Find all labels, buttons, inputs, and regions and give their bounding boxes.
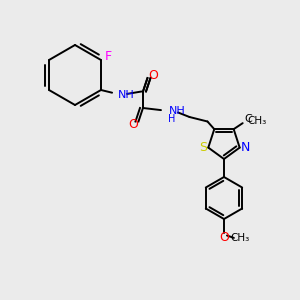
Text: N: N bbox=[240, 141, 250, 154]
Text: S: S bbox=[199, 141, 207, 154]
Text: CH₃: CH₃ bbox=[247, 116, 266, 126]
Text: H: H bbox=[169, 114, 176, 124]
Text: CH₃: CH₃ bbox=[231, 233, 250, 243]
Text: O: O bbox=[128, 118, 138, 131]
Text: C: C bbox=[245, 114, 253, 124]
Text: NH: NH bbox=[118, 89, 134, 100]
Text: O: O bbox=[219, 231, 229, 244]
Text: F: F bbox=[105, 50, 112, 64]
Text: O: O bbox=[148, 68, 158, 82]
Text: NH: NH bbox=[169, 106, 185, 116]
